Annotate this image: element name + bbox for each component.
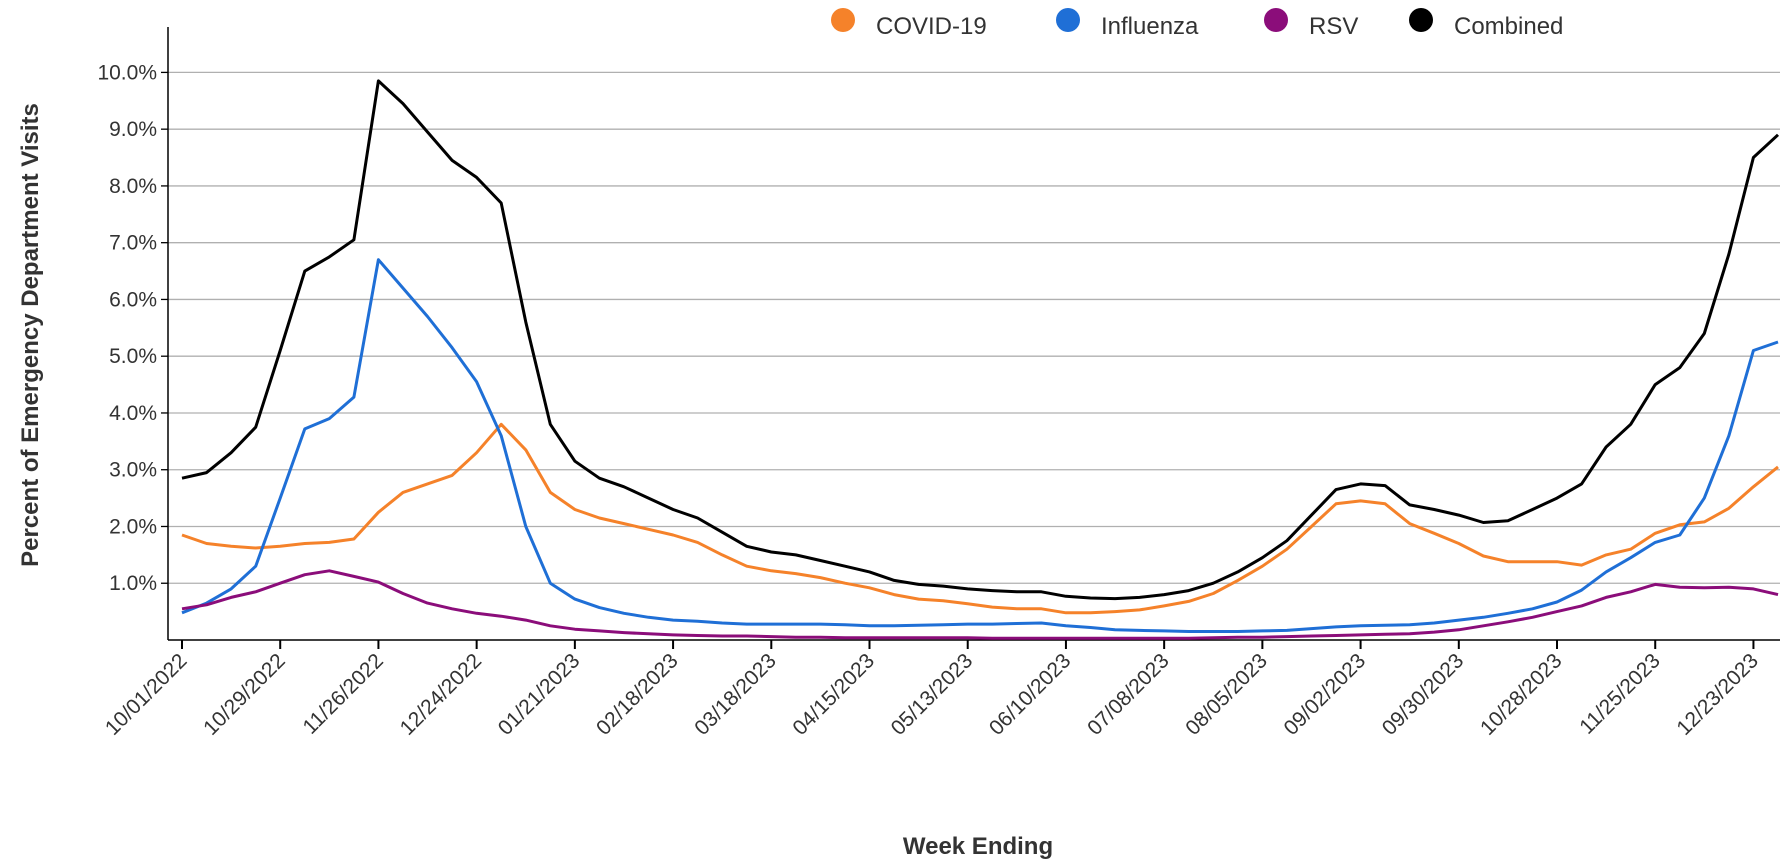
- x-tick-label: 04/15/2023: [788, 649, 879, 740]
- series-line: [181, 422, 1779, 615]
- legend-swatch: [1056, 8, 1080, 32]
- legend-item: RSV: [1264, 8, 1358, 40]
- x-tick-label: 05/13/2023: [887, 649, 978, 740]
- x-tick-label: 08/05/2023: [1181, 649, 1272, 740]
- legend-item: Influenza: [1056, 8, 1199, 40]
- x-axis-title: Week Ending: [903, 833, 1053, 860]
- legend-label: Influenza: [1101, 13, 1199, 40]
- x-tick-label: 02/18/2023: [592, 649, 683, 740]
- legend-label: COVID-19: [876, 13, 987, 40]
- x-tick-label: 11/25/2023: [1575, 649, 1664, 738]
- x-tick-label: 12/23/2023: [1672, 649, 1763, 740]
- legend-label: Combined: [1454, 13, 1563, 40]
- legend-swatch: [1264, 8, 1288, 32]
- y-tick-label: 6.0%: [109, 288, 157, 311]
- legend-swatch: [831, 8, 855, 32]
- y-tick-label: 8.0%: [109, 175, 157, 198]
- x-tick-label: 12/24/2022: [396, 649, 487, 740]
- series-line: [181, 79, 1780, 601]
- y-tick-label: 9.0%: [109, 118, 157, 141]
- y-axis-title: Percent of Emergency Department Visits: [17, 103, 44, 567]
- y-tick-label: 7.0%: [109, 232, 157, 255]
- x-tick-label: 10/28/2023: [1476, 649, 1567, 740]
- series-line: [181, 569, 1779, 640]
- x-tick-label: 10/29/2022: [199, 649, 290, 740]
- x-tick-label: 09/02/2023: [1280, 649, 1371, 740]
- x-tick-label: 10/01/2022: [101, 649, 192, 740]
- x-tick-label: 03/18/2023: [690, 649, 781, 740]
- x-tick-label: 06/10/2023: [985, 649, 1076, 740]
- y-tick-label: 10.0%: [97, 61, 157, 84]
- legend-swatch: [1409, 8, 1433, 32]
- y-tick-label: 5.0%: [109, 345, 157, 368]
- x-tick-label: 11/26/2022: [298, 649, 387, 738]
- y-tick-label: 3.0%: [109, 459, 157, 482]
- y-tick-label: 1.0%: [109, 572, 157, 595]
- legend-label: RSV: [1309, 13, 1358, 40]
- x-tick-label: 09/30/2023: [1378, 649, 1469, 740]
- legend-item: Combined: [1409, 8, 1563, 40]
- y-tick-label: 4.0%: [109, 402, 157, 425]
- legend-item: COVID-19: [831, 8, 987, 40]
- y-tick-label: 2.0%: [109, 515, 157, 538]
- series-line: [181, 258, 1779, 633]
- x-tick-label: 01/21/2023: [494, 649, 585, 740]
- x-tick-label: 07/08/2023: [1083, 649, 1174, 740]
